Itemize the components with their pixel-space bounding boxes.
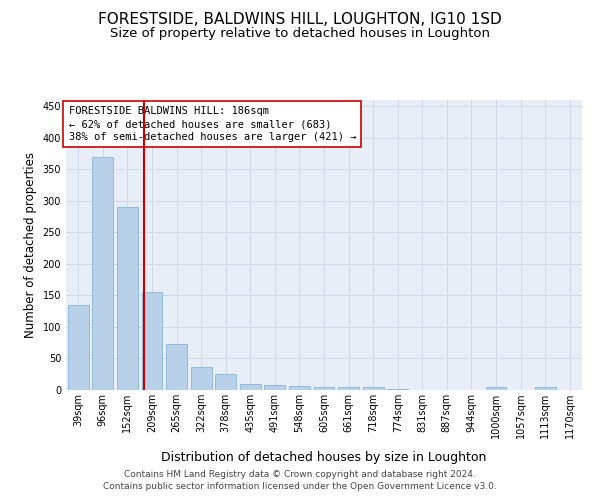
Bar [314,387,334,390]
Bar [166,344,187,390]
Bar [289,386,310,390]
Bar [92,156,113,390]
Text: Size of property relative to detached houses in Loughton: Size of property relative to detached ho… [110,28,490,40]
Bar [338,388,359,390]
Bar [485,388,506,390]
Bar [362,388,383,390]
Bar [387,388,408,390]
Text: Distribution of detached houses by size in Loughton: Distribution of detached houses by size … [161,451,487,464]
Text: FORESTSIDE BALDWINS HILL: 186sqm
← 62% of detached houses are smaller (683)
38% : FORESTSIDE BALDWINS HILL: 186sqm ← 62% o… [68,106,356,142]
Text: Contains HM Land Registry data © Crown copyright and database right 2024.
Contai: Contains HM Land Registry data © Crown c… [103,470,497,491]
Bar [191,368,212,390]
Y-axis label: Number of detached properties: Number of detached properties [24,152,37,338]
Bar [535,388,556,390]
Bar [142,292,163,390]
Bar [215,374,236,390]
Bar [265,385,286,390]
Bar [240,384,261,390]
Bar [68,305,89,390]
Bar [117,207,138,390]
Text: FORESTSIDE, BALDWINS HILL, LOUGHTON, IG10 1SD: FORESTSIDE, BALDWINS HILL, LOUGHTON, IG1… [98,12,502,28]
